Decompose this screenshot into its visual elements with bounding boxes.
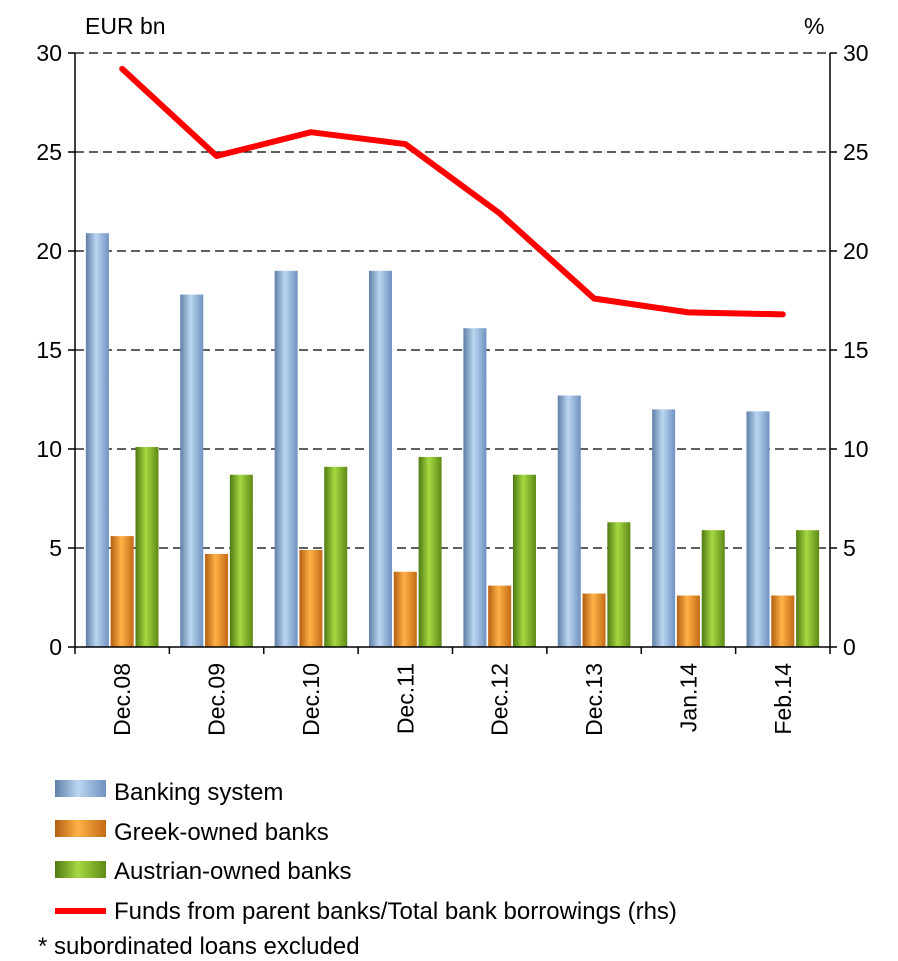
bar-banking-system-dec-11 (369, 270, 393, 647)
category-label-jan-14: Jan.14 (675, 663, 701, 732)
bar-austrian-owned-banks-dec-09 (229, 474, 253, 647)
legend-swatch-austrian-owned-banks (55, 861, 106, 878)
bars (85, 233, 820, 647)
left-tick-label-30: 30 (36, 40, 62, 66)
bar-austrian-owned-banks-dec-08 (135, 447, 159, 647)
bar-greek-owned-banks-dec-12 (488, 585, 512, 647)
right-tick-label-0: 0 (843, 634, 856, 660)
bar-greek-owned-banks-dec-10 (299, 549, 323, 647)
left-tick-label-5: 5 (49, 535, 62, 561)
right-tick-label-5: 5 (843, 535, 856, 561)
footnote: * subordinated loans excluded (38, 933, 360, 960)
right-tick-label-10: 10 (843, 436, 869, 462)
right-tick-label-30: 30 (843, 40, 869, 66)
legend-swatch-greek-owned-banks (55, 820, 106, 837)
category-label-dec-12: Dec.12 (487, 663, 513, 736)
line-series (119, 65, 786, 318)
left-tick-label-0: 0 (49, 634, 62, 660)
bar-greek-owned-banks-dec-09 (205, 553, 229, 647)
category-label-dec-10: Dec.10 (298, 663, 324, 736)
category-label-dec-08: Dec.08 (109, 663, 135, 736)
bar-banking-system-dec-13 (557, 395, 581, 647)
tick-labels: 0 5 10 15 20 25 30 0 5 10 15 20 25 30 Dec.08 Dec.09 Dec.… (36, 40, 868, 736)
bar-greek-owned-banks-dec-11 (393, 571, 417, 647)
bar-banking-system-dec-08 (85, 233, 109, 647)
bar-greek-owned-banks-jan-14 (676, 595, 700, 647)
legend-swatch-banking-system (55, 780, 106, 797)
right-tick-label-15: 15 (843, 337, 869, 363)
bar-austrian-owned-banks-dec-10 (324, 466, 348, 647)
legend-label-banking-system: Banking system (114, 779, 283, 806)
right-tick-label-25: 25 (843, 139, 869, 165)
bar-banking-system-dec-12 (463, 328, 487, 647)
bar-greek-owned-banks-feb-14 (771, 595, 795, 647)
bar-austrian-owned-banks-dec-11 (418, 456, 442, 647)
legend-label-greek-owned-banks: Greek-owned banks (114, 819, 329, 846)
category-label-dec-13: Dec.13 (581, 663, 607, 736)
right-tick-label-20: 20 (843, 238, 869, 264)
bar-austrian-owned-banks-feb-14 (796, 530, 820, 647)
right-axis-unit: % (804, 13, 824, 39)
bar-banking-system-feb-14 (746, 411, 770, 647)
category-label-dec-11: Dec.11 (392, 663, 418, 734)
bar-banking-system-dec-10 (274, 270, 298, 647)
legend-label-austrian-owned-banks: Austrian-owned banks (114, 858, 351, 885)
bar-austrian-owned-banks-dec-13 (607, 522, 631, 647)
left-axis-unit: EUR bn (85, 13, 166, 39)
bar-banking-system-jan-14 (652, 409, 676, 647)
legend: Banking system Greek-owned banks Austria… (55, 779, 677, 925)
category-label-dec-09: Dec.09 (204, 663, 230, 736)
legend-label-funds-from-parent-banks: Funds from parent banks/Total bank borro… (114, 898, 677, 925)
category-label-feb-14: Feb.14 (770, 663, 796, 735)
line-funds-from-parent-banks (119, 65, 786, 318)
bar-banking-system-dec-09 (180, 294, 204, 647)
left-tick-label-10: 10 (36, 436, 62, 462)
axes (68, 52, 837, 654)
bar-greek-owned-banks-dec-08 (110, 536, 134, 647)
bar-austrian-owned-banks-dec-12 (512, 474, 536, 647)
bar-austrian-owned-banks-jan-14 (701, 530, 725, 647)
left-tick-label-15: 15 (36, 337, 62, 363)
bar-greek-owned-banks-dec-13 (582, 593, 606, 647)
left-tick-label-25: 25 (36, 139, 62, 165)
left-tick-label-20: 20 (36, 238, 62, 264)
